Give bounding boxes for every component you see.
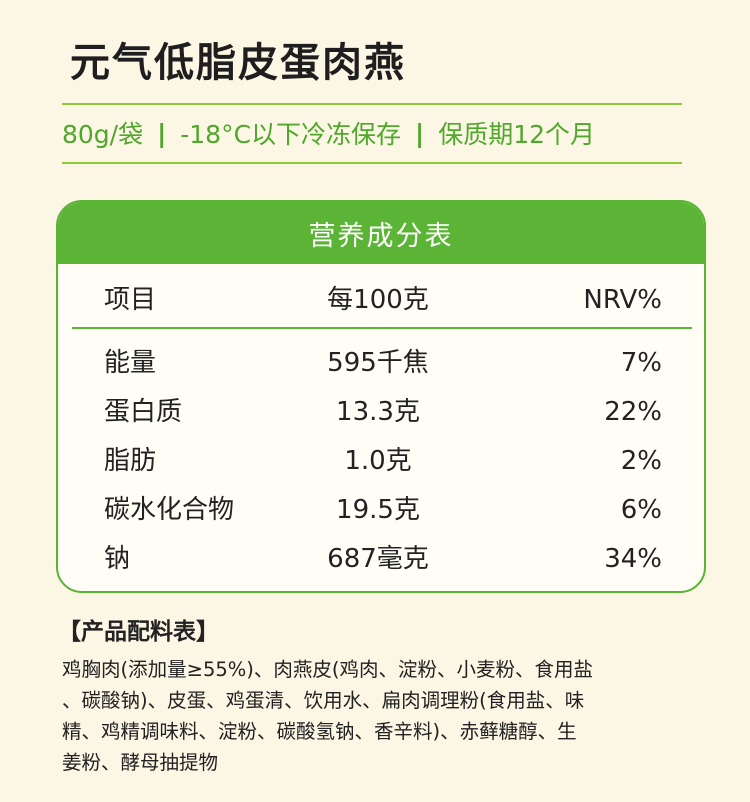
table-divider [72, 327, 692, 329]
ingredients-line: 鸡胸肉(添加量≥55%)、肉燕皮(鸡肉、淀粉、小麦粉、食用盐 [62, 658, 594, 681]
table-row: 钠 687毫克 34% [58, 539, 704, 579]
row-per100g: 687毫克 [327, 544, 429, 574]
ingredients-line: 、碳酸钠)、皮蛋、鸡蛋清、饮用水、扁肉调理粉(食用盐、味 [62, 689, 585, 712]
row-nrv: 7% [620, 348, 662, 378]
row-per100g: 1.0克 [344, 446, 412, 476]
spec-separator: | [157, 118, 167, 148]
spec-separator: | [415, 118, 425, 148]
nutrition-table-heading: 营养成分表 [58, 202, 704, 264]
column-header-nrv: NRV% [583, 285, 662, 315]
column-header-per100g: 每100克 [327, 285, 429, 315]
row-per100g: 19.5克 [336, 495, 420, 525]
row-nrv: 6% [620, 495, 662, 525]
row-nrv: 22% [604, 397, 662, 427]
ingredients-heading: 【产品配料表】 [58, 619, 219, 645]
row-item: 碳水化合物 [104, 495, 235, 525]
ingredients-line: 精、鸡精调味料、淀粉、碳酸氢钠、香辛料)、赤藓糖醇、生 [62, 720, 577, 743]
ingredients-line: 姜粉、酵母抽提物 [62, 751, 219, 774]
spec-shelf-life: 保质期12个月 [438, 120, 595, 149]
spec-weight: 80g/袋 [62, 120, 144, 149]
table-row: 脂肪 1.0克 2% [58, 441, 704, 481]
ingredients-list: 鸡胸肉(添加量≥55%)、肉燕皮(鸡肉、淀粉、小麦粉、食用盐 、碳酸钠)、皮蛋、… [62, 654, 702, 778]
row-per100g: 13.3克 [336, 397, 420, 427]
column-header-item: 项目 [104, 285, 157, 315]
row-item: 蛋白质 [104, 397, 183, 427]
table-row: 能量 595千焦 7% [58, 343, 704, 383]
row-item: 脂肪 [104, 446, 157, 476]
table-header-row: 项目 每100克 NRV% [58, 280, 704, 320]
row-item: 钠 [104, 544, 131, 574]
spec-bar: 80g/袋 | -18°C以下冷冻保存 | 保质期12个月 [62, 112, 702, 154]
spec-divider-top [62, 103, 682, 105]
row-item: 能量 [104, 348, 157, 378]
row-per100g: 595千焦 [327, 348, 429, 378]
table-row: 碳水化合物 19.5克 6% [58, 490, 704, 530]
product-title: 元气低脂皮蛋肉燕 [70, 40, 406, 86]
row-nrv: 2% [620, 446, 662, 476]
table-row: 蛋白质 13.3克 22% [58, 392, 704, 432]
row-nrv: 34% [604, 544, 662, 574]
spec-divider-bottom [62, 162, 682, 164]
nutrition-table: 营养成分表 项目 每100克 NRV% 能量 595千焦 7% 蛋白质 13.3… [56, 200, 706, 593]
spec-storage: -18°C以下冷冻保存 [180, 120, 402, 149]
